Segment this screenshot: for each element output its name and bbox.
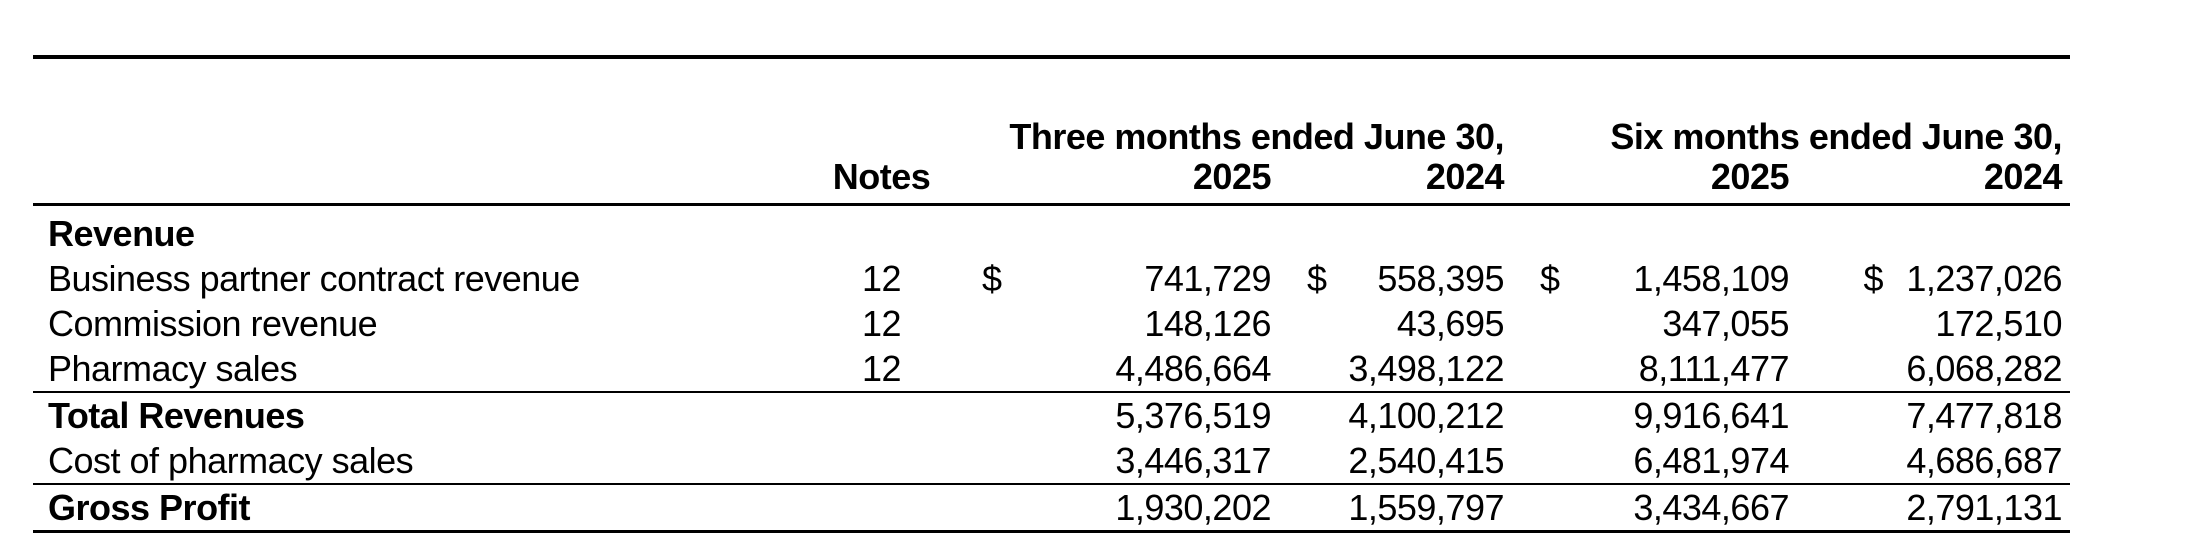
amount-cell: 1,559,797	[1348, 486, 1504, 528]
dollar-sign: $	[982, 257, 1002, 299]
amount-cell: 3,434,667	[1633, 486, 1789, 528]
table-row-revenue-section: Revenue	[33, 211, 2070, 256]
row-label: Total Revenues	[48, 394, 305, 436]
dollar-sign: $	[1307, 257, 1327, 299]
header-year-3mo-2024: 2024	[1425, 157, 1505, 197]
amount-cell: 4,100,212	[1348, 394, 1504, 436]
amount-cell: 558,395	[1377, 257, 1504, 299]
amount-cell: 3,446,317	[1115, 439, 1271, 481]
header-period-row: Three months ended June 30, Six months e…	[33, 117, 2070, 157]
amount-cell: 6,068,282	[1906, 347, 2062, 389]
amount-cell: 2,791,131	[1906, 486, 2062, 528]
table-header: Three months ended June 30, Six months e…	[33, 59, 2070, 206]
amount-cell: 4,486,664	[1115, 347, 1271, 389]
amount-cell: 7,477,818	[1906, 394, 2062, 436]
notes-cell: 12	[861, 302, 902, 344]
table-row-gross-profit: Gross Profit 1,930,202 1,559,797 3,434,6…	[33, 485, 2070, 533]
table-row-pharmacy-sales: Pharmacy sales 12 4,486,664 3,498,122 8,…	[33, 346, 2070, 393]
table-row-business-partner-contract-revenue: Business partner contract revenue 12 $ 7…	[33, 256, 2070, 301]
row-label: Revenue	[48, 212, 195, 254]
amount-cell: 3,498,122	[1348, 347, 1504, 389]
amount-cell: 2,540,415	[1348, 439, 1504, 481]
dollar-sign: $	[1863, 257, 1883, 299]
amount-cell: 1,237,026	[1906, 257, 2062, 299]
amount-cell: 6,481,974	[1633, 439, 1789, 481]
amount-cell: 172,510	[1935, 302, 2062, 344]
amount-cell: 741,729	[1144, 257, 1271, 299]
header-three-months: Three months ended June 30,	[1009, 117, 1504, 157]
row-label: Gross Profit	[48, 486, 251, 528]
table-row-commission-revenue: Commission revenue 12 148,126 43,695 347…	[33, 301, 2070, 346]
amount-cell: 347,055	[1662, 302, 1789, 344]
table-body: Revenue Business partner contract revenu…	[33, 206, 2070, 533]
header-year-3mo-2025: 2025	[1192, 157, 1272, 197]
row-label: Business partner contract revenue	[48, 257, 580, 299]
amount-cell: 5,376,519	[1115, 394, 1271, 436]
table-row-total-revenues: Total Revenues 5,376,519 4,100,212 9,916…	[33, 393, 2070, 438]
row-label: Pharmacy sales	[48, 347, 298, 389]
header-notes: Notes	[832, 157, 931, 197]
amount-cell: 9,916,641	[1633, 394, 1789, 436]
amount-cell: 4,686,687	[1906, 439, 2062, 481]
dollar-sign: $	[1540, 257, 1560, 299]
amount-cell: 148,126	[1144, 302, 1271, 344]
amount-cell: 1,930,202	[1115, 486, 1271, 528]
amount-cell: 1,458,109	[1633, 257, 1789, 299]
header-year-6mo-2025: 2025	[1710, 157, 1790, 197]
header-year-row: Notes 2025 2024 2025 2024	[33, 157, 2070, 197]
notes-cell: 12	[861, 257, 902, 299]
header-year-6mo-2024: 2024	[1983, 157, 2063, 197]
notes-cell: 12	[861, 347, 902, 389]
amount-cell: 8,111,477	[1638, 347, 1790, 389]
row-label: Commission revenue	[48, 302, 378, 344]
table-row-cost-of-pharmacy-sales: Cost of pharmacy sales 3,446,317 2,540,4…	[33, 438, 2070, 485]
amount-cell: 43,695	[1396, 302, 1505, 344]
row-label: Cost of pharmacy sales	[48, 439, 414, 481]
header-six-months: Six months ended June 30,	[1610, 117, 2062, 157]
financial-statement-table: Three months ended June 30, Six months e…	[33, 55, 2070, 533]
